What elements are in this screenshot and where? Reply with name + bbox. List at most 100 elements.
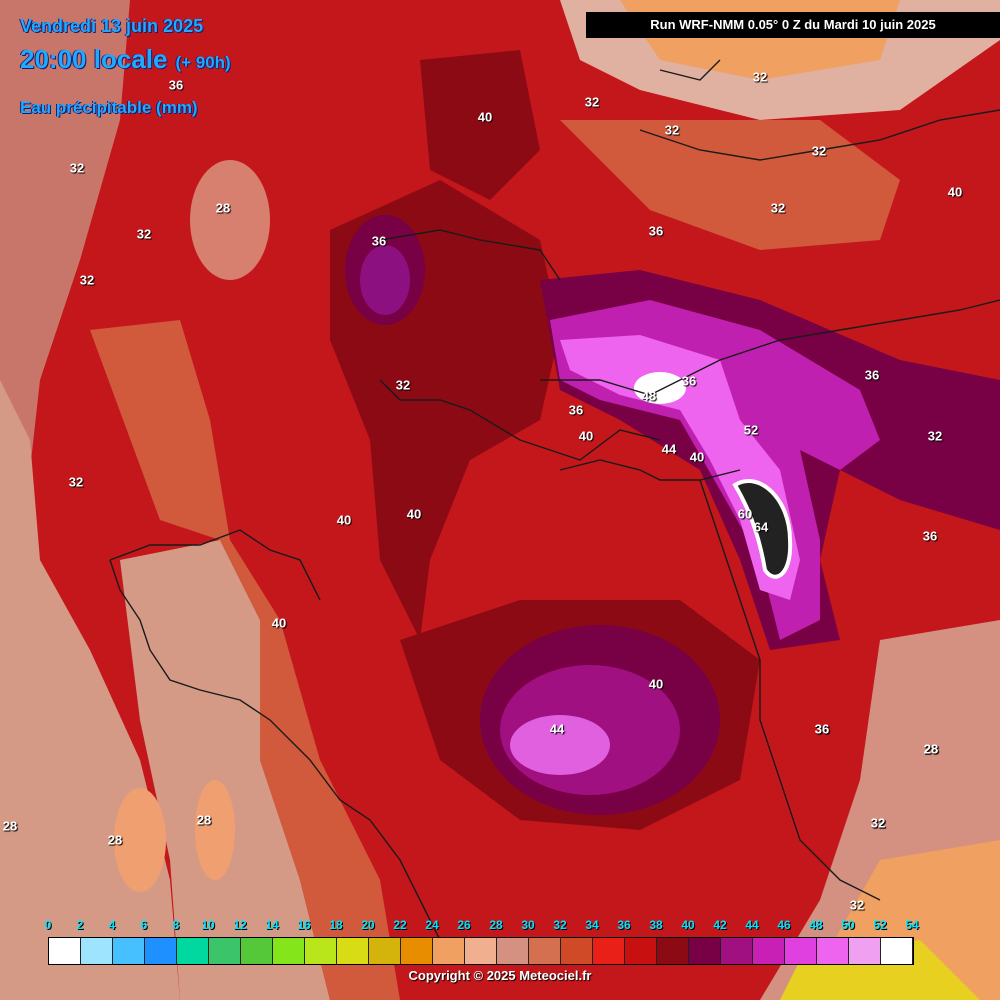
legend-swatch xyxy=(881,938,913,964)
legend-swatch xyxy=(49,938,81,964)
contour-label: 28 xyxy=(923,741,939,757)
contour-label: 32 xyxy=(770,200,786,216)
contour-label: 32 xyxy=(664,122,680,138)
field-32-east xyxy=(560,120,900,250)
legend-tick: 0 xyxy=(44,918,52,932)
contour-label: 32 xyxy=(927,428,943,444)
field-52-core xyxy=(634,372,686,404)
contour-label: 32 xyxy=(395,377,411,393)
contour-label: 40 xyxy=(336,512,352,528)
legend-tick: 32 xyxy=(553,918,567,932)
legend-tick: 28 xyxy=(489,918,503,932)
contour-label: 36 xyxy=(814,721,830,737)
contour-label: 36 xyxy=(168,77,184,93)
legend-swatch xyxy=(369,938,401,964)
legend-swatch xyxy=(145,938,177,964)
forecast-offset: (+ 90h) xyxy=(175,53,231,72)
forecast-time-text: 20:00 locale xyxy=(20,44,168,74)
contour-label: 28 xyxy=(196,812,212,828)
legend-swatch xyxy=(497,938,529,964)
contour-label: 64 xyxy=(753,519,769,535)
legend-tick: 26 xyxy=(457,918,471,932)
legend-swatch xyxy=(273,938,305,964)
legend-tick: 14 xyxy=(265,918,279,932)
legend-swatch xyxy=(401,938,433,964)
legend-tick: 4 xyxy=(108,918,116,932)
field-60-core xyxy=(732,479,793,579)
legend-swatch xyxy=(849,938,881,964)
legend-swatch xyxy=(81,938,113,964)
legend-swatch xyxy=(785,938,817,964)
legend-swatch xyxy=(593,938,625,964)
legend-tick: 6 xyxy=(140,918,148,932)
contour-label: 36 xyxy=(922,528,938,544)
contour-label: 52 xyxy=(743,422,759,438)
legend-tick: 46 xyxy=(777,918,791,932)
legend-swatch xyxy=(465,938,497,964)
field-32-west-band xyxy=(90,320,400,1000)
legend-swatch xyxy=(817,938,849,964)
legend-swatch xyxy=(177,938,209,964)
legend-tick: 38 xyxy=(649,918,663,932)
field-32-north-west xyxy=(190,160,270,280)
contour-label: 40 xyxy=(947,184,963,200)
field-38-north xyxy=(420,50,540,200)
forecast-time: 20:00 locale (+ 90h) xyxy=(20,44,231,75)
contour-label: 36 xyxy=(681,373,697,389)
field-42-west xyxy=(360,245,410,315)
legend-tick: 16 xyxy=(297,918,311,932)
legend-swatch xyxy=(529,938,561,964)
contour-label: 32 xyxy=(870,815,886,831)
contour-label: 32 xyxy=(752,69,768,85)
contour-label: 36 xyxy=(568,402,584,418)
legend-tick: 24 xyxy=(425,918,439,932)
legend-swatch xyxy=(625,938,657,964)
legend-swatch xyxy=(209,938,241,964)
contour-label: 60 xyxy=(737,506,753,522)
legend-tick: 34 xyxy=(585,918,599,932)
contour-label: 36 xyxy=(814,721,830,737)
contour-label: 40 xyxy=(271,615,287,631)
legend-tick: 2 xyxy=(76,918,84,932)
legend-swatch xyxy=(113,938,145,964)
field-28-island-b xyxy=(195,780,235,880)
legend-tick: 30 xyxy=(521,918,535,932)
contour-label: 28 xyxy=(923,741,939,757)
contour-label: 32 xyxy=(136,226,152,242)
contour-label: 32 xyxy=(68,474,84,490)
coastlines xyxy=(109,59,1000,941)
legend-tick: 8 xyxy=(172,918,180,932)
forecast-date: Vendredi 13 juin 2025 xyxy=(20,16,204,36)
field-28-center-west xyxy=(120,540,330,1000)
legend-tick: 18 xyxy=(329,918,343,932)
contour-label: 32 xyxy=(849,897,865,913)
legend-bar xyxy=(48,937,914,965)
field-28-island-a xyxy=(114,788,166,892)
legend-swatch xyxy=(689,938,721,964)
contour-label: 44 xyxy=(549,721,565,737)
legend-tick: 40 xyxy=(681,918,695,932)
legend-tick: 22 xyxy=(393,918,407,932)
parameter-title: Eau précipitable (mm) xyxy=(20,98,198,117)
legend-swatch xyxy=(305,938,337,964)
legend-swatch xyxy=(241,938,273,964)
legend-tick: 36 xyxy=(617,918,631,932)
contour-label: 36 xyxy=(371,233,387,249)
legend-swatch xyxy=(337,938,369,964)
run-banner: Run WRF-NMM 0.05° 0 Z du Mardi 10 juin 2… xyxy=(586,12,1000,38)
color-legend: 0 2 4 6 8 10 12 14 16 18 20 22 24 26 28 30 32 34 36 38 40 42 4… xyxy=(45,918,960,968)
legend-tick: 48 xyxy=(809,918,823,932)
legend-ticks: 0 2 4 6 8 10 12 14 16 18 20 22 24 26 28 30 32 34 36 38 40 42 4… xyxy=(45,918,960,934)
contour-label: 28 xyxy=(107,832,123,848)
legend-swatch xyxy=(721,938,753,964)
contour-label: 40 xyxy=(477,109,493,125)
contour-label: 40 xyxy=(648,676,664,692)
contour-label: 28 xyxy=(2,818,18,834)
contour-label: 32 xyxy=(79,272,95,288)
contour-label: 40 xyxy=(406,506,422,522)
contour-label: 44 xyxy=(661,441,677,457)
legend-tick: 10 xyxy=(201,918,215,932)
contour-label: 32 xyxy=(69,160,85,176)
contour-label: 48 xyxy=(641,388,657,404)
